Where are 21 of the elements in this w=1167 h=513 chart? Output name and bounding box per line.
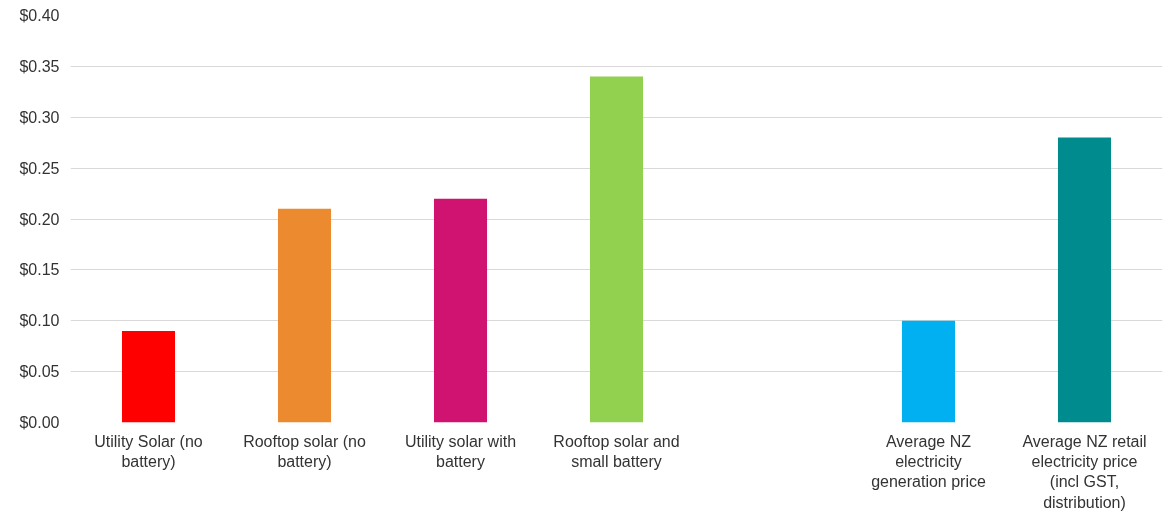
x-tick-label: Utility solar with battery [404, 432, 517, 470]
bar [433, 198, 488, 423]
y-tick-label: $0.30 [19, 108, 60, 126]
bar [1057, 137, 1112, 423]
x-tick-label: Rooftop solar and small battery [553, 432, 680, 470]
y-tick-label: $0.20 [19, 210, 60, 228]
y-tick-label: $0.00 [19, 414, 60, 431]
bar [121, 330, 176, 423]
y-tick-label: $0.40 [19, 7, 60, 24]
x-tick-label: Average NZ electricity generation price [871, 432, 986, 491]
x-tick-label: Rooftop solar (no battery) [243, 432, 366, 470]
y-tick-label: $0.35 [19, 57, 60, 75]
bar [901, 320, 956, 423]
y-tick-label: $0.05 [19, 363, 60, 381]
y-tick-label: $0.10 [19, 312, 60, 330]
bar [589, 76, 644, 423]
bar [277, 208, 332, 423]
x-tick-label: Utility Solar (no battery) [94, 432, 203, 470]
y-tick-label: $0.25 [19, 159, 60, 177]
x-tick-label: Average NZ retail electricity price (incl GST, distribution) [1022, 432, 1147, 511]
y-tick-label: $0.15 [19, 261, 60, 279]
